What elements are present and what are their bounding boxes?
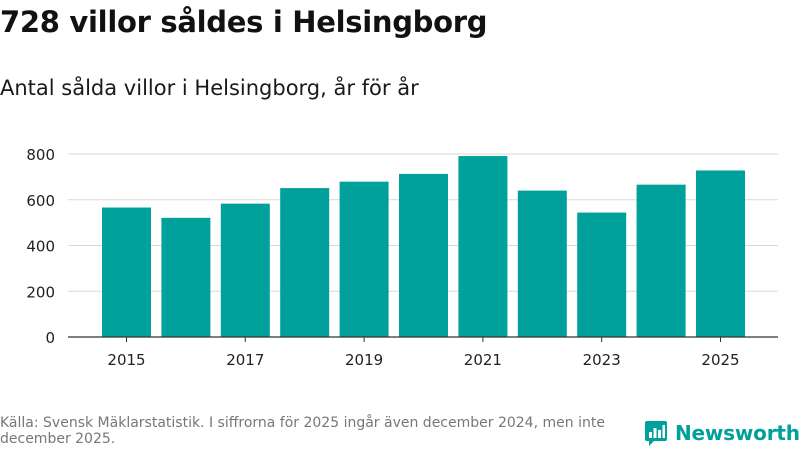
bar-2017	[220, 203, 270, 337]
x-tick-label: 2025	[701, 351, 739, 369]
y-tick-label: 0	[45, 329, 55, 347]
brand-name: Newsworthy	[675, 421, 800, 445]
newsworthy-logo-icon	[645, 421, 667, 446]
bar-2015	[102, 207, 151, 337]
bar-2021	[458, 156, 508, 337]
bars	[102, 156, 745, 337]
bar-2022	[517, 190, 567, 337]
bar-2023	[577, 212, 627, 337]
bar-chart: 0 200 400 600 800 2015 2017 2019 2021 2023 2025	[26, 146, 778, 369]
x-tick-label: 2023	[583, 351, 621, 369]
source-note: Källa: Svensk Mäklarstatistik. I siffror…	[0, 415, 605, 447]
x-tick-label: 2017	[226, 351, 264, 369]
x-tick-label: 2015	[107, 351, 145, 369]
y-tick-label: 400	[26, 238, 55, 256]
bar-2019	[339, 181, 389, 337]
chart-title: 728 villor såldes i Helsingborg	[0, 5, 488, 39]
chart-subtitle: Antal sålda villor i Helsingborg, år för…	[0, 76, 419, 100]
brand-logo[interactable]: Newsworthy	[645, 418, 800, 448]
bar-2018	[280, 188, 330, 337]
x-tick-label: 2021	[464, 351, 502, 369]
bar-2020	[399, 173, 448, 337]
y-tick-label: 200	[26, 283, 55, 301]
y-tick-label: 600	[26, 192, 55, 210]
y-tick-label: 800	[26, 146, 55, 164]
x-tick-label: 2019	[345, 351, 383, 369]
bar-2024	[636, 184, 686, 337]
x-axis-ticks: 2015 2017 2019 2021 2023 2025	[107, 337, 740, 369]
bar-2016	[161, 217, 211, 337]
y-axis-ticks: 0 200 400 600 800	[26, 146, 55, 347]
bar-2025	[696, 170, 745, 337]
